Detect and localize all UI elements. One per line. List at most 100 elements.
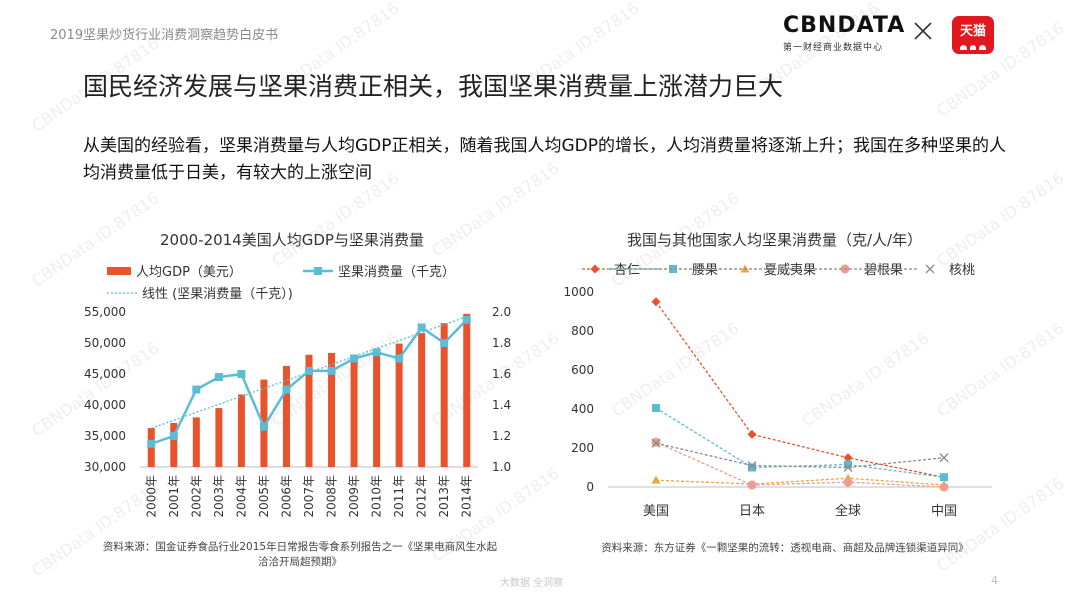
series-point-cross-stroke [939, 453, 949, 463]
gdp-bar [170, 422, 178, 467]
x-tick-label: 2007年 [302, 475, 316, 518]
series-point-square [652, 404, 660, 413]
y-tick-label: 400 [571, 402, 594, 416]
legend-marker-cross [925, 264, 935, 274]
left-legend-trend: 线性 (坚果消费量（千克）) [107, 283, 293, 302]
legend-marker-square [669, 265, 677, 273]
consumption-point [169, 432, 178, 440]
x-tick-label: 2004年 [234, 475, 248, 518]
legend-marker-diamond [590, 264, 600, 274]
consumption-point [395, 354, 404, 363]
gdp-bar [463, 313, 471, 467]
consumption-point [462, 315, 471, 324]
series-point-square [748, 463, 756, 472]
x-tick-label: 2011年 [392, 475, 406, 518]
series-point-square [940, 473, 948, 482]
series-line-triangle [655, 477, 945, 486]
left-y-tick-label: 35,000 [84, 429, 126, 443]
collaboration-x-icon [914, 22, 932, 40]
series-point-diamond [747, 429, 757, 439]
legend-trend-swatch [107, 291, 137, 294]
series-point-triangle [651, 475, 661, 484]
consumption-point [417, 323, 426, 332]
consumption-point [372, 348, 381, 357]
series-point-cross [939, 453, 949, 463]
consumption-point [440, 339, 449, 347]
gdp-bar [215, 408, 223, 467]
x-tick-label: 2014年 [460, 475, 474, 518]
x-tick-label: 2009年 [347, 475, 361, 518]
left-y-tick-label: 55,000 [84, 305, 126, 319]
source-line-1: 资料来源：国金证券食品行业2015年日常报告零食系列报告之一《坚果电商风生水起 [102, 541, 498, 553]
consumption-point [259, 422, 268, 431]
legend-label: 夏威夷果 [764, 262, 816, 278]
x-tick-label: 中国 [931, 504, 957, 519]
y-tick-label: 1000 [563, 285, 594, 299]
legend-label: 杏仁 [614, 263, 640, 278]
x-tick-label: 日本 [739, 504, 765, 519]
gdp-bar [395, 343, 403, 467]
x-tick-label: 2003年 [212, 475, 226, 518]
right-y-tick-label: 1.8 [492, 336, 511, 350]
source-line-2: 洽洽开局超预期》 [258, 556, 342, 568]
legend-consumption-label: 坚果消费量（千克） [338, 265, 456, 280]
series-point-cross [747, 461, 757, 471]
cbndata-logo: CBNDATA 第一财经商业数据中心 [783, 14, 904, 58]
intro-paragraph: 从美国的经验看，坚果消费量与人均GDP正相关，随着我国人均GDP的增长，人均消费… [83, 136, 1007, 183]
right-chart-title: 我国与其他国家人均坚果消费量（克/人/年） [627, 231, 923, 249]
series-point-circle [939, 482, 949, 492]
left-legend-gdp: 人均GDP（美元） [107, 261, 242, 280]
x-tick-label: 2000年 [144, 475, 158, 518]
series-point-diamond [651, 297, 661, 307]
x-tick-label: 全球 [835, 503, 861, 519]
x-tick-label: 2002年 [189, 475, 203, 518]
right-y-tick-label: 1.2 [492, 429, 511, 443]
gdp-bar [373, 352, 381, 467]
series-point-cross-stroke [843, 463, 853, 472]
left-chart: 55,000 50,000 45,000 40,000 35,000 30,000 2.0 1… [84, 305, 511, 518]
footer-slogan: 大数据 全洞察 [500, 578, 564, 589]
left-y-tick-label: 45,000 [84, 367, 126, 381]
gdp-bar [237, 394, 245, 467]
left-legend-consumption: 坚果消费量（千克） [303, 261, 455, 280]
gdp-bar [328, 352, 336, 467]
gdp-bar [305, 354, 313, 467]
x-tick-label: 2010年 [370, 475, 384, 518]
y-tick-label: 800 [571, 324, 594, 338]
series-line-cross [655, 442, 945, 469]
tmall-logo: 天猫 [952, 16, 994, 54]
left-y-tick-label: 40,000 [84, 398, 126, 412]
consumption-point [147, 439, 156, 448]
left-chart-source: 资料来源：国金证券食品行业2015年日常报告零食系列报告之一《坚果电商风生水起 … [80, 540, 520, 570]
left-y-tick-label: 50,000 [84, 336, 126, 350]
x-tick-label: 2008年 [325, 475, 339, 518]
x-tick-label: 2012年 [415, 475, 429, 518]
x-tick-label: 2005年 [257, 475, 271, 518]
x-tick-label: 2001年 [167, 475, 181, 518]
legend-trend-label: 线性 (坚果消费量（千克）) [142, 287, 293, 302]
series-line-diamond [655, 301, 945, 478]
legend-marker-cross-stroke [925, 264, 935, 274]
legend-label: 碧根果 [864, 263, 903, 278]
legend-label: 腰果 [692, 263, 718, 278]
series-point-circle [747, 480, 757, 490]
consumption-point [237, 370, 246, 378]
right-chart: 1000 800 600 400 200 0 美国 日本 全球 中国 [563, 285, 992, 519]
gdp-bar [282, 365, 290, 467]
page-title: 国民经济发展与坚果消费正相关，我国坚果消费量上涨潜力巨大 [83, 72, 784, 101]
series-point-cross-stroke [651, 438, 661, 448]
x-tick-label: 美国 [643, 504, 669, 519]
consumption-point [282, 385, 291, 394]
y-tick-label: 200 [571, 441, 594, 455]
consumption-point [305, 366, 313, 375]
legend-gdp-label: 人均GDP（美元） [136, 265, 242, 280]
tmall-logo-text: 天猫 [959, 24, 986, 39]
consumption-point [327, 366, 336, 375]
right-y-tick-label: 1.0 [492, 460, 511, 474]
right-y-tick-label: 2.0 [492, 305, 511, 319]
x-tick-label: 2013年 [437, 475, 451, 518]
series-point-square [844, 460, 852, 469]
series-point-circle [651, 437, 661, 447]
page-number: 4 [991, 574, 998, 587]
brand-sub-text: 第一财经商业数据中心 [783, 43, 884, 53]
